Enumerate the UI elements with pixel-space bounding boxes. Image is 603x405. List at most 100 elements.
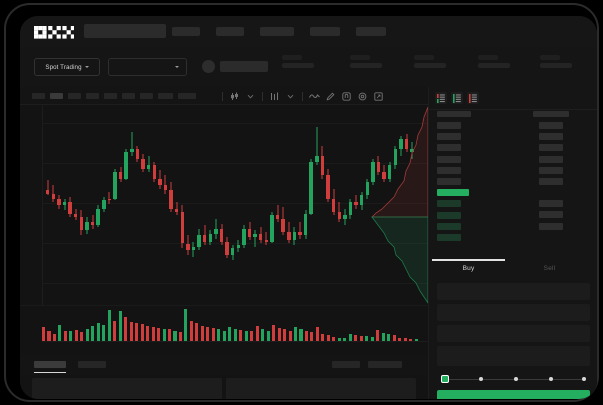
line-wave-icon[interactable] (308, 90, 321, 103)
timeframe-button-4[interactable] (104, 93, 117, 99)
volume-bar (403, 338, 407, 341)
candle-wick (277, 205, 279, 222)
volume-bar (321, 333, 325, 341)
order-total-field[interactable] (437, 325, 590, 342)
timeframe-button-5[interactable] (122, 93, 135, 99)
candle (225, 105, 229, 305)
volume-bar (387, 334, 391, 341)
pencil-icon[interactable] (324, 90, 337, 103)
candle (130, 105, 134, 305)
percent-slider[interactable] (441, 374, 587, 384)
fullscreen-icon[interactable] (372, 90, 385, 103)
volume-bar (200, 326, 204, 341)
trading-pair-dropdown[interactable] (108, 58, 187, 76)
timeframe-button-3[interactable] (86, 93, 99, 99)
orders-action-1[interactable] (368, 361, 402, 368)
orderbook-row-left[interactable] (437, 211, 461, 219)
orderbook-row-left[interactable] (437, 133, 461, 141)
orderbook-row-left[interactable] (437, 122, 461, 129)
slider-handle[interactable] (441, 375, 449, 383)
timeframe-button-1[interactable] (50, 93, 63, 99)
volume-bar (113, 320, 117, 341)
tab-buy[interactable]: Buy (462, 265, 475, 272)
slider-stop-4[interactable] (582, 376, 586, 381)
orderbook-row-right[interactable] (539, 222, 563, 230)
orderbook-row-right[interactable] (539, 178, 563, 185)
volume-bar (310, 332, 314, 341)
volume-bar (261, 329, 265, 341)
orderbook-row-left[interactable] (437, 178, 461, 185)
orderbook-row-left[interactable] (437, 234, 461, 241)
orders-action-0[interactable] (332, 361, 360, 368)
orderbook-column-header-right (533, 111, 569, 117)
candle-body (124, 152, 128, 179)
nav-item-1[interactable] (216, 27, 244, 36)
orderbook-row-right[interactable] (539, 144, 563, 152)
candle-body (259, 233, 263, 241)
nav-item-2[interactable] (260, 27, 294, 36)
timeframe-button-2[interactable] (68, 93, 81, 99)
orderbook-row-right[interactable] (539, 166, 563, 174)
candlestick-icon[interactable] (228, 90, 241, 103)
candle-body (113, 172, 117, 199)
search-input[interactable] (84, 24, 166, 38)
timeframe-button-0[interactable] (32, 93, 45, 99)
tab-order-history[interactable] (78, 361, 106, 368)
nav-item-4[interactable] (356, 27, 386, 36)
price-chart[interactable] (20, 105, 428, 305)
orderbook-row-right[interactable] (539, 122, 563, 129)
candle (404, 105, 409, 305)
orderbook-row-left[interactable] (437, 200, 461, 208)
orderbook-row-right[interactable] (539, 211, 563, 219)
settings-gear-icon[interactable] (356, 90, 369, 103)
orderbook-row-right[interactable] (539, 133, 563, 141)
orders-panel-0[interactable] (32, 378, 222, 399)
orderbook-current-price-row[interactable] (437, 189, 469, 197)
timeframe-button-8[interactable] (178, 93, 196, 99)
volume-bar (74, 330, 78, 341)
divider (222, 91, 223, 101)
orderbook-row-right[interactable] (539, 200, 563, 208)
orderbook-both-icon[interactable] (435, 92, 447, 104)
candle (62, 105, 67, 305)
order-form-tabs: Buy Sell (429, 259, 597, 281)
order-price-field[interactable] (437, 283, 590, 300)
volume-bar (124, 317, 128, 341)
orderbook-bids-icon[interactable] (451, 92, 463, 104)
orderbook-asks-icon[interactable] (467, 92, 479, 104)
candle-body (169, 190, 173, 209)
slider-stop-3[interactable] (549, 376, 553, 381)
nav-item-3[interactable] (310, 27, 340, 36)
indicator-icon[interactable] (268, 90, 281, 103)
tab-open-orders[interactable] (34, 361, 66, 368)
orderbook-row-left[interactable] (437, 155, 461, 163)
candle (135, 105, 140, 305)
orders-panel-1[interactable] (226, 378, 416, 399)
candle-body (163, 185, 168, 191)
candle (118, 105, 123, 305)
tab-sell[interactable]: Sell (543, 265, 556, 272)
timeframe-button-6[interactable] (140, 93, 153, 99)
volume-bar (294, 326, 298, 341)
nav-item-0[interactable] (172, 27, 200, 36)
timeframe-button-7[interactable] (158, 93, 173, 99)
magnet-icon[interactable] (340, 90, 353, 103)
chart-tool-icons (220, 89, 385, 103)
slider-stop-2[interactable] (514, 376, 518, 381)
okx-logo[interactable] (34, 25, 74, 39)
pair-avatar (202, 60, 215, 73)
order-amount-field[interactable] (437, 304, 590, 321)
candle-body (202, 235, 207, 242)
orderbook-row-left[interactable] (437, 144, 461, 152)
place-buy-order-button[interactable] (437, 390, 590, 399)
market-type-dropdown[interactable]: Spot Trading (34, 58, 100, 76)
candle-wick (108, 192, 110, 204)
orderbook-row-left[interactable] (437, 166, 461, 174)
orderbook-row-right[interactable] (539, 155, 563, 163)
active-side-indicator (432, 259, 505, 261)
chevron-down-icon[interactable] (244, 90, 257, 103)
slider-stop-1[interactable] (479, 376, 483, 381)
volume-bar (217, 329, 221, 341)
orderbook-row-left[interactable] (437, 222, 461, 230)
chevron-down-icon[interactable] (284, 90, 297, 103)
